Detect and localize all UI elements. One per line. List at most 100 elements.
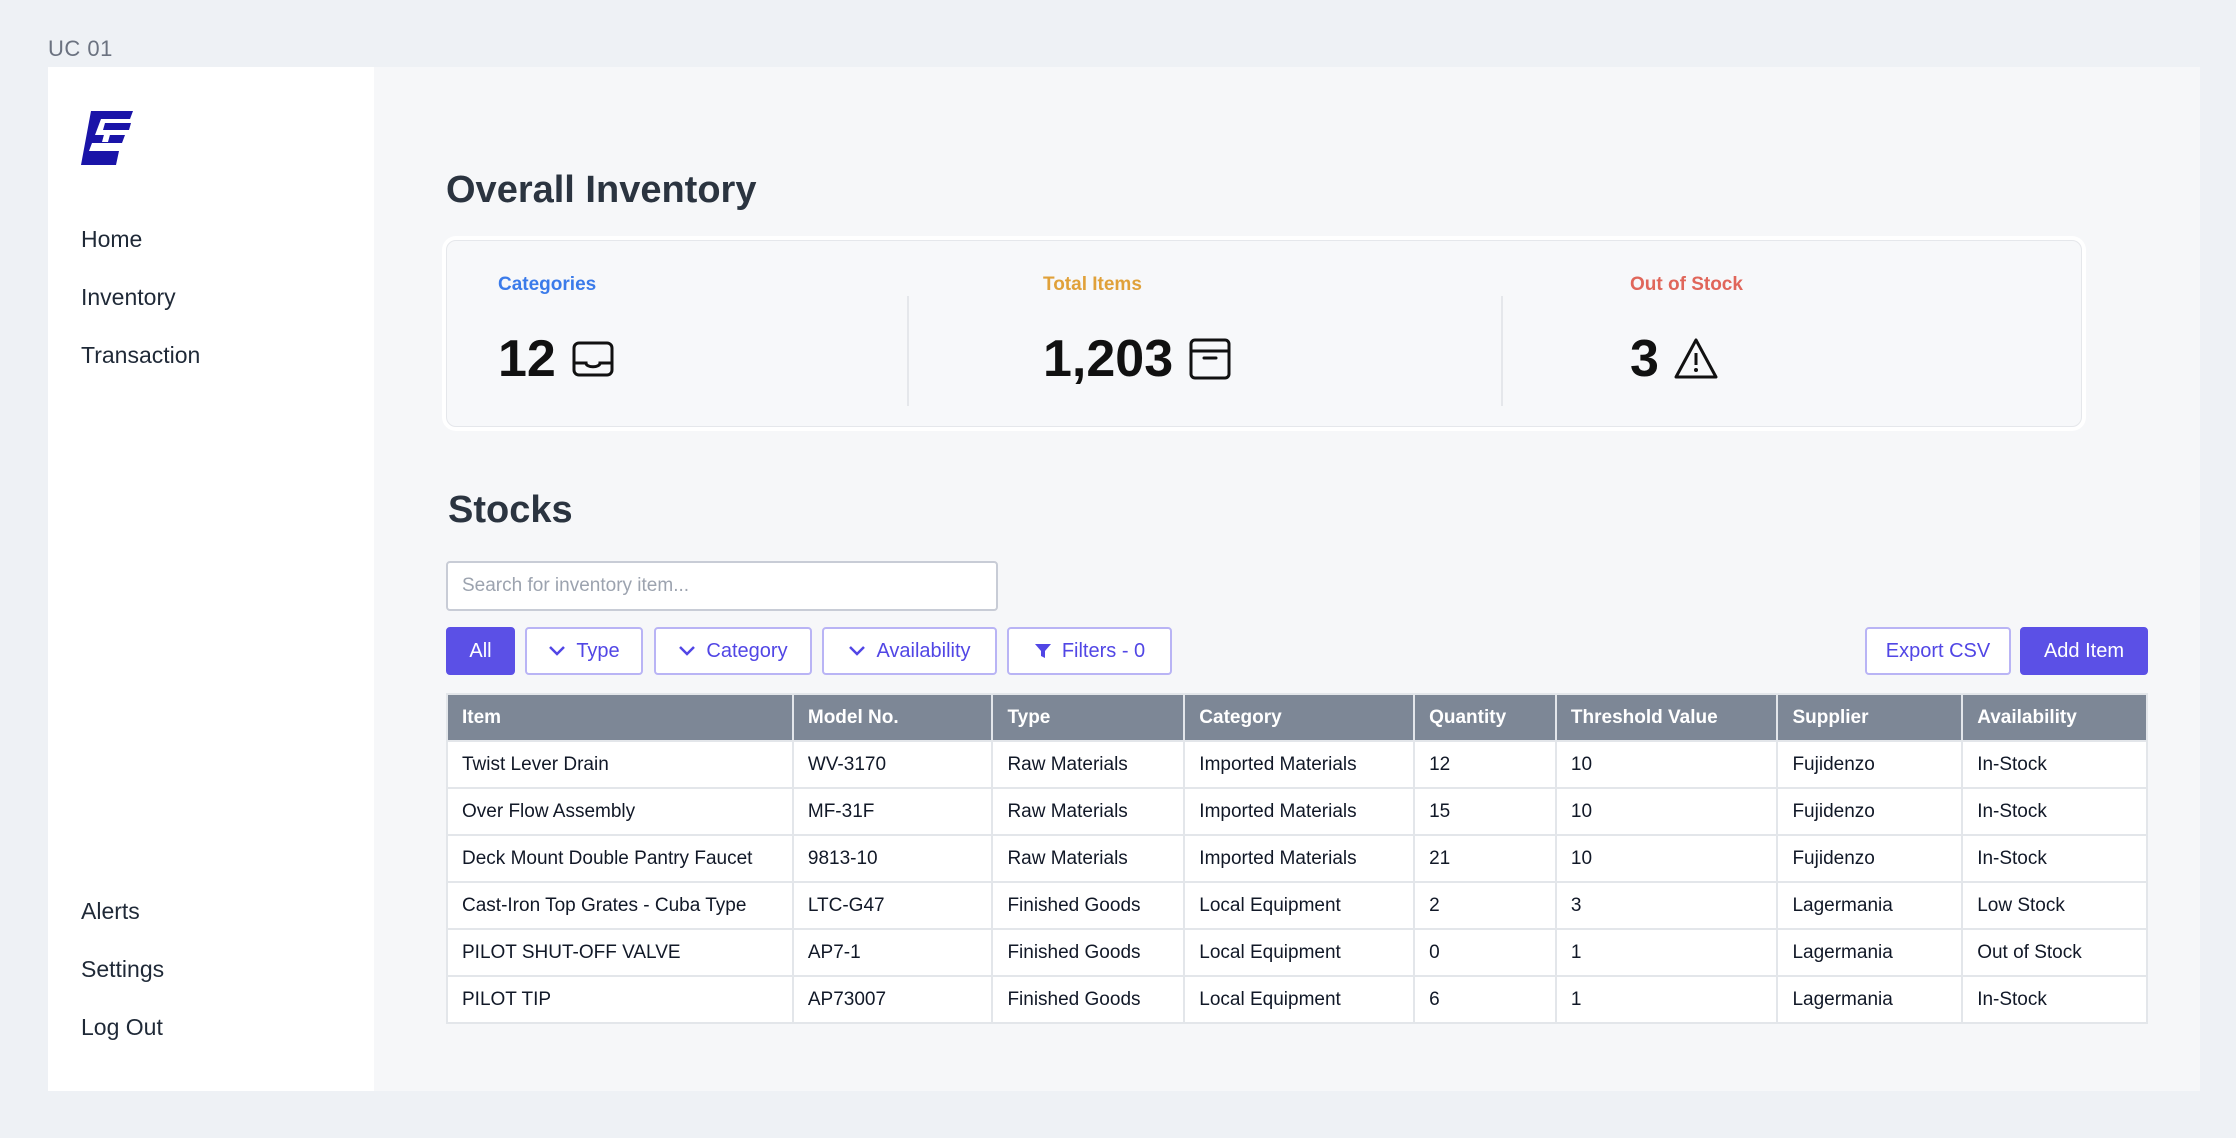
funnel-icon [1034, 644, 1051, 658]
export-csv-button[interactable]: Export CSV [1865, 627, 2011, 675]
warning-icon [1674, 338, 1718, 379]
sidebar: Home Inventory Transaction Alerts Settin… [48, 67, 374, 1091]
column-header[interactable]: Quantity [1413, 693, 1557, 742]
type-dropdown[interactable]: Type [525, 627, 643, 675]
table-cell: In-Stock [1961, 975, 2148, 1024]
table-cell: Lagermania [1776, 928, 1964, 977]
table-cell: 3 [1554, 881, 1779, 930]
table-row[interactable]: Deck Mount Double Pantry Faucet 9813-10 Ra… [446, 834, 2148, 883]
column-header[interactable]: Item [446, 693, 794, 742]
table-cell: 1 [1554, 928, 1779, 977]
table-cell: Local Equipment [1183, 881, 1416, 930]
chevron-down-icon [549, 646, 566, 656]
table-cell: In-Stock [1961, 787, 2148, 836]
table-cell: WV-3170 [791, 740, 994, 789]
table-cell: 10 [1554, 834, 1779, 883]
table-cell: Raw Materials [991, 787, 1186, 836]
sidebar-nav-top: Home Inventory Transaction [81, 225, 200, 399]
button-label: All [469, 639, 492, 662]
sidebar-item-transaction[interactable]: Transaction [81, 342, 201, 368]
divider [907, 296, 909, 406]
button-label: Add Item [2043, 639, 2125, 662]
table-cell: 10 [1554, 740, 1779, 789]
button-label: Availability [876, 639, 971, 662]
button-label: Filters - 0 [1061, 639, 1146, 662]
column-header[interactable]: Availability [1961, 693, 2148, 742]
stat-value-row: 3 [1630, 329, 1719, 389]
column-header[interactable]: Type [991, 693, 1186, 742]
sidebar-item-alerts[interactable]: Alerts [81, 898, 140, 924]
stat-value: 3 [1630, 330, 1659, 388]
sidebar-item-settings[interactable]: Settings [81, 956, 165, 982]
table-cell: Imported Materials [1183, 787, 1416, 836]
table-cell: Fujidenzo [1776, 834, 1964, 883]
table-cell: Lagermania [1776, 975, 1964, 1024]
table-cell: 15 [1413, 787, 1557, 836]
column-header[interactable]: Category [1183, 693, 1416, 742]
main-content: Overall Inventory Categories 12 Total It… [374, 67, 2200, 1091]
table-cell: 0 [1413, 928, 1557, 977]
table-cell: 1 [1554, 975, 1779, 1024]
sidebar-item-home[interactable]: Home [81, 226, 143, 252]
table-cell: 2 [1413, 881, 1557, 930]
stocks-table: Item Model No. Type Category Quantity Thresho… [446, 693, 2148, 1024]
table-cell: Lagermania [1776, 881, 1964, 930]
table-row[interactable]: PILOT SHUT-OFF VALVE AP7-1 Finished Goods L… [446, 928, 2148, 977]
table-cell: Raw Materials [991, 834, 1186, 883]
search-input[interactable] [446, 561, 998, 611]
column-header[interactable]: Supplier [1776, 693, 1964, 742]
table-cell: AP7-1 [791, 928, 994, 977]
stat-value-row: 12 [498, 329, 616, 389]
table-cell: Local Equipment [1183, 928, 1416, 977]
chevron-down-icon [849, 646, 866, 656]
table-cell: Imported Materials [1183, 740, 1416, 789]
table-cell: LTC-G47 [791, 881, 994, 930]
filters-button[interactable]: Filters - 0 [1007, 627, 1172, 675]
brand-logo[interactable] [81, 111, 133, 165]
table-cell: Local Equipment [1183, 975, 1416, 1024]
table-row[interactable]: PILOT TIP AP73007 Finished Goods Local Equi… [446, 975, 2148, 1024]
table-cell: Cast-Iron Top Grates - Cuba Type [446, 881, 794, 930]
frame-label: UC 01 [48, 36, 113, 61]
table-cell: MF-31F [791, 787, 994, 836]
table-cell: 12 [1413, 740, 1557, 789]
table-cell: Finished Goods [991, 928, 1186, 977]
button-label: Type [576, 639, 620, 662]
table-cell: Raw Materials [991, 740, 1186, 789]
table-cell: 9813-10 [791, 834, 994, 883]
stat-value-row: 1,203 [1043, 329, 1233, 389]
table-cell: PILOT SHUT-OFF VALVE [446, 928, 794, 977]
stocks-title: Stocks [448, 489, 573, 531]
app-window: Home Inventory Transaction Alerts Settin… [48, 67, 2200, 1091]
filter-all-button[interactable]: All [446, 627, 515, 675]
sidebar-item-inventory[interactable]: Inventory [81, 284, 176, 310]
table-cell: Finished Goods [991, 975, 1186, 1024]
table-cell: Finished Goods [991, 881, 1186, 930]
stat-label: Out of Stock [1630, 274, 1743, 295]
table-cell: Over Flow Assembly [446, 787, 794, 836]
table-row[interactable]: Cast-Iron Top Grates - Cuba Type LTC-G47 F… [446, 881, 2148, 930]
stat-value: 1,203 [1043, 330, 1174, 388]
table-cell: Deck Mount Double Pantry Faucet [446, 834, 794, 883]
table-cell: Out of Stock [1961, 928, 2148, 977]
table-cell: 6 [1413, 975, 1557, 1024]
chevron-down-icon [679, 646, 696, 656]
availability-dropdown[interactable]: Availability [822, 627, 997, 675]
table-cell: 10 [1554, 787, 1779, 836]
table-body: Twist Lever Drain WV-3170 Raw Materials Imp… [446, 740, 2148, 1024]
sidebar-item-logout[interactable]: Log Out [81, 1014, 163, 1040]
table-cell: AP73007 [791, 975, 994, 1024]
table-cell: Low Stock [1961, 881, 2148, 930]
button-label: Category [706, 639, 788, 662]
table-header-row: Item Model No. Type Category Quantity Thresho… [446, 693, 2148, 742]
add-item-button[interactable]: Add Item [2020, 627, 2148, 675]
table-row[interactable]: Over Flow Assembly MF-31F Raw Materials Imp… [446, 787, 2148, 836]
table-cell: In-Stock [1961, 834, 2148, 883]
table-cell: Fujidenzo [1776, 740, 1964, 789]
column-header[interactable]: Model No. [791, 693, 994, 742]
category-dropdown[interactable]: Category [654, 627, 812, 675]
table-cell: Twist Lever Drain [446, 740, 794, 789]
stocks-toolbar: All Type Category Availability Filters -… [446, 627, 2148, 675]
column-header[interactable]: Threshold Value [1554, 693, 1779, 742]
table-row[interactable]: Twist Lever Drain WV-3170 Raw Materials Imp… [446, 740, 2148, 789]
